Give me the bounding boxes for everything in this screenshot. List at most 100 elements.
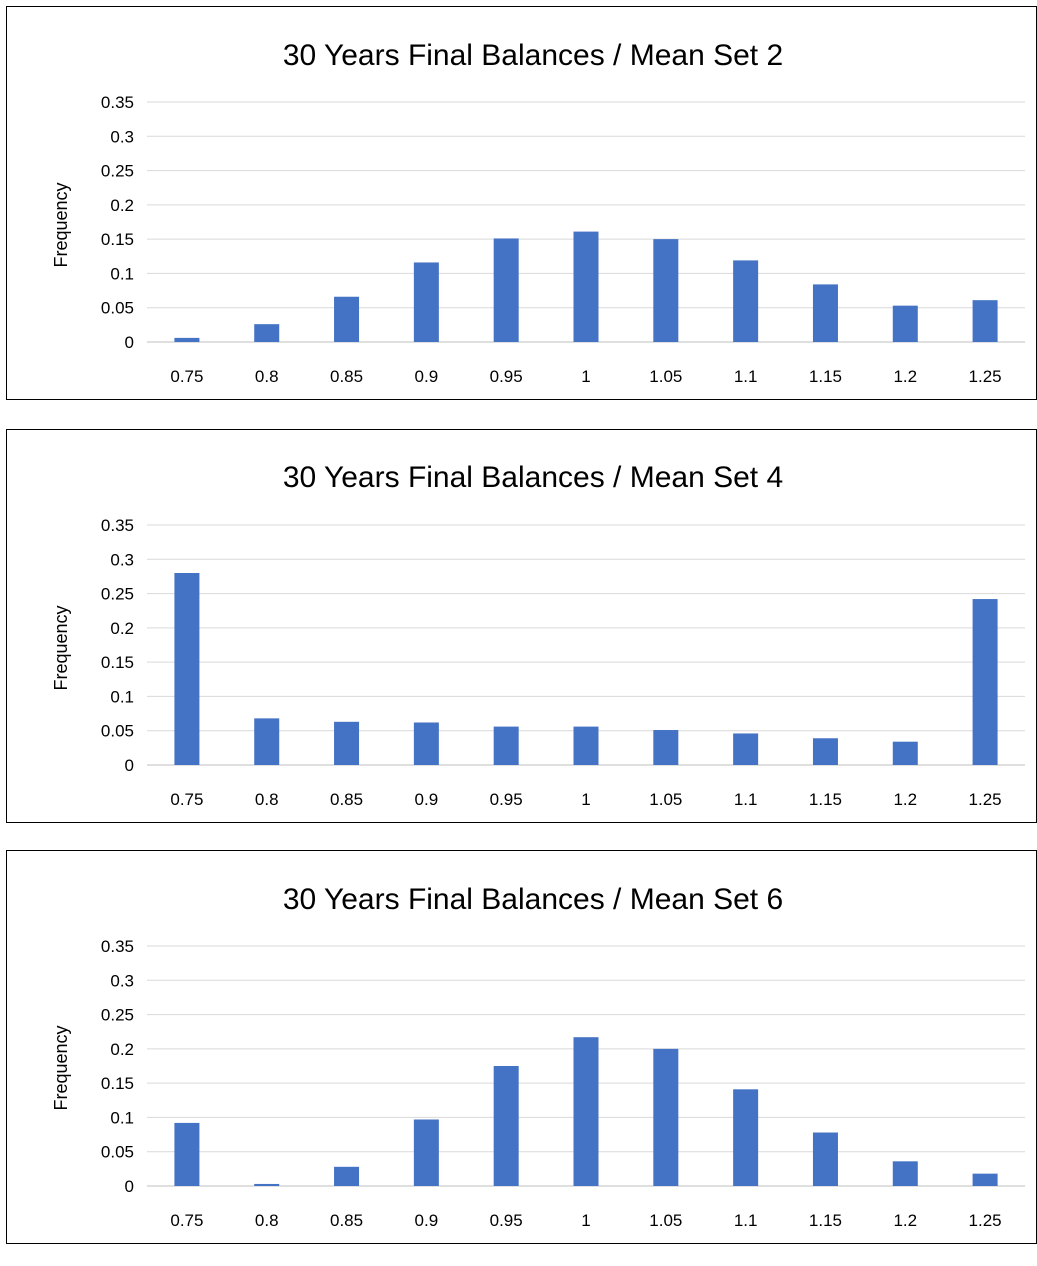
y-tick-label: 0.2 — [110, 196, 134, 215]
y-tick-label: 0.35 — [101, 937, 134, 956]
x-tick-label: 0.75 — [170, 790, 203, 809]
chart-svg: 30 Years Final Balances / Mean Set 6 Fre… — [51, 883, 1025, 1230]
bar — [413, 1119, 439, 1186]
x-tick-label: 1.1 — [734, 367, 758, 386]
y-tick-label: 0.1 — [110, 264, 134, 283]
x-tick-label: 1.15 — [809, 1211, 842, 1230]
bar — [334, 296, 360, 342]
bar — [174, 573, 200, 765]
bar — [733, 260, 759, 342]
y-tick-label: 0.15 — [101, 230, 134, 249]
x-tick-label: 1 — [581, 1211, 590, 1230]
y-axis-label: Frequency — [51, 182, 71, 267]
bar — [254, 718, 280, 765]
x-tick-label: 0.9 — [415, 790, 439, 809]
bar — [892, 1161, 918, 1186]
x-tick-label: 1.25 — [969, 790, 1002, 809]
y-tick-label: 0.3 — [110, 550, 134, 569]
y-tick-label: 0.15 — [101, 1074, 134, 1093]
x-tick-label: 1.1 — [734, 1211, 758, 1230]
y-tick-label: 0 — [125, 756, 134, 775]
y-tick-label: 0.35 — [101, 516, 134, 535]
y-tick-label: 0.05 — [101, 299, 134, 318]
chart-title: 30 Years Final Balances / Mean Set 4 — [283, 461, 783, 494]
x-tick-label: 0.85 — [330, 367, 363, 386]
y-tick-label: 0.05 — [101, 1143, 134, 1162]
chart-panel-set-4: 30 Years Final Balances / Mean Set 4 Fre… — [6, 429, 1037, 823]
y-tick-label: 0.35 — [101, 93, 134, 112]
y-tick-label: 0 — [125, 1177, 134, 1196]
bar — [812, 1132, 838, 1186]
y-tick-label: 0.15 — [101, 653, 134, 672]
y-tick-label: 0 — [125, 333, 134, 352]
bar — [573, 1037, 599, 1186]
y-tick-label: 0.3 — [110, 971, 134, 990]
bar — [733, 1089, 759, 1186]
chart-title: 30 Years Final Balances / Mean Set 6 — [283, 883, 783, 916]
y-tick-label: 0.25 — [101, 162, 134, 181]
x-tick-label: 1.05 — [649, 790, 682, 809]
bar — [972, 599, 998, 765]
x-tick-label: 0.8 — [255, 1211, 279, 1230]
bar — [254, 324, 280, 342]
y-tick-label: 0.25 — [101, 585, 134, 604]
x-tick-label: 1 — [581, 790, 590, 809]
bar — [573, 726, 599, 765]
x-tick-label: 0.75 — [170, 1211, 203, 1230]
bar — [413, 722, 439, 765]
chart-panel-set-6: 30 Years Final Balances / Mean Set 6 Fre… — [6, 850, 1037, 1244]
y-tick-label: 0.3 — [110, 127, 134, 146]
bar — [493, 1066, 519, 1186]
y-tick-label: 0.1 — [110, 1108, 134, 1127]
bar — [733, 733, 759, 765]
y-tick-label: 0.2 — [110, 619, 134, 638]
bar — [413, 262, 439, 342]
x-tick-label: 0.8 — [255, 367, 279, 386]
x-tick-label: 1.2 — [893, 367, 917, 386]
bar — [493, 238, 519, 342]
y-tick-label: 0.25 — [101, 1006, 134, 1025]
x-tick-label: 0.95 — [490, 1211, 523, 1230]
x-tick-label: 1.15 — [809, 790, 842, 809]
x-tick-label: 0.75 — [170, 367, 203, 386]
x-tick-label: 1.15 — [809, 367, 842, 386]
bar — [892, 741, 918, 765]
x-tick-label: 1.25 — [969, 1211, 1002, 1230]
bar — [493, 726, 519, 765]
bar — [334, 1166, 360, 1186]
bar — [892, 305, 918, 342]
bar — [254, 1183, 280, 1186]
y-tick-label: 0.1 — [110, 687, 134, 706]
bar — [334, 721, 360, 765]
x-tick-label: 1.2 — [893, 790, 917, 809]
bar — [653, 239, 679, 342]
x-tick-label: 0.9 — [415, 367, 439, 386]
bar — [972, 300, 998, 342]
x-tick-label: 0.85 — [330, 790, 363, 809]
x-tick-label: 1.1 — [734, 790, 758, 809]
y-axis-label: Frequency — [51, 1025, 71, 1110]
chart-title: 30 Years Final Balances / Mean Set 2 — [283, 39, 783, 72]
bar — [573, 231, 599, 342]
y-tick-label: 0.05 — [101, 722, 134, 741]
bar — [812, 284, 838, 342]
bar — [812, 738, 838, 765]
bar — [972, 1173, 998, 1186]
x-tick-label: 0.9 — [415, 1211, 439, 1230]
x-tick-label: 0.85 — [330, 1211, 363, 1230]
x-tick-label: 1.25 — [969, 367, 1002, 386]
bar — [653, 730, 679, 765]
x-tick-label: 1 — [581, 367, 590, 386]
y-axis-label: Frequency — [51, 605, 71, 690]
chart-svg: 30 Years Final Balances / Mean Set 4 Fre… — [51, 461, 1025, 809]
chart-svg: 30 Years Final Balances / Mean Set 2 Fre… — [51, 39, 1025, 386]
x-tick-label: 0.8 — [255, 790, 279, 809]
y-tick-label: 0.2 — [110, 1040, 134, 1059]
x-tick-label: 1.2 — [893, 1211, 917, 1230]
bar — [174, 337, 200, 342]
x-tick-label: 0.95 — [490, 790, 523, 809]
x-tick-label: 0.95 — [490, 367, 523, 386]
x-tick-label: 1.05 — [649, 367, 682, 386]
bar — [653, 1048, 679, 1186]
bar — [174, 1122, 200, 1186]
